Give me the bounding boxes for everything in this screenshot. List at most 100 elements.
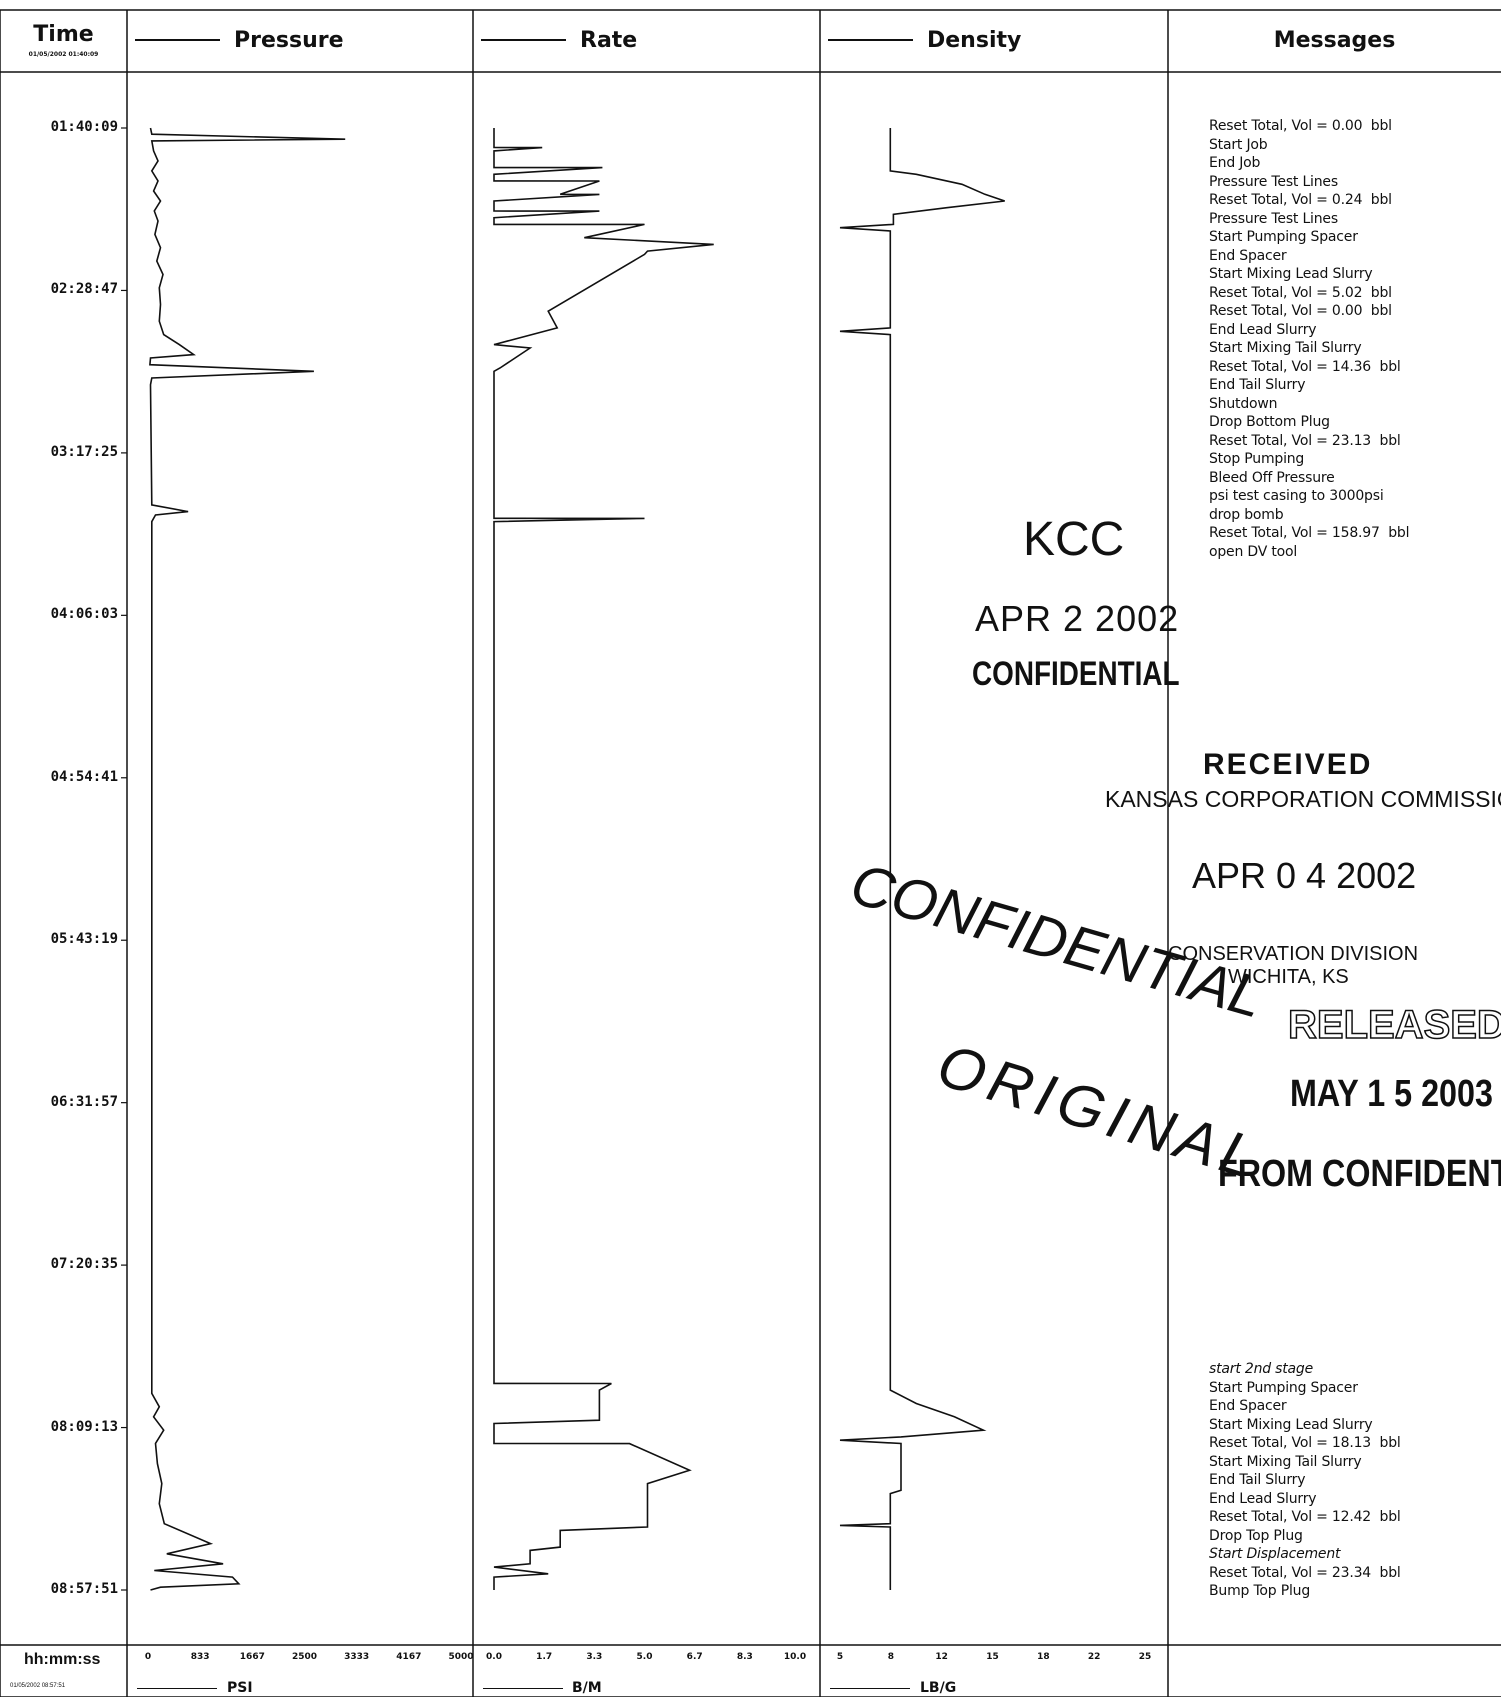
kcc-stamp-confidential: CONFIDENTIAL bbox=[972, 655, 1180, 693]
axis-tick-label: 3333 bbox=[344, 1652, 370, 1662]
time-start-date: 01/05/2002 01:40:09 bbox=[28, 51, 99, 58]
message-line: Pressure Test Lines bbox=[1209, 210, 1338, 227]
message-line: Start Mixing Tail Slurry bbox=[1209, 340, 1362, 356]
density-header: Density bbox=[828, 10, 1021, 70]
received-stamp-commission: KANSAS CORPORATION COMMISSION bbox=[1105, 786, 1501, 812]
time-title: Time bbox=[33, 22, 94, 47]
time-tick-label: 08:57:51 bbox=[50, 1581, 118, 1597]
message-line: Pressure Test Lines bbox=[1209, 173, 1338, 190]
message-line: drop bomb bbox=[1209, 506, 1284, 523]
time-tick-label: 06:31:57 bbox=[50, 1093, 118, 1110]
received-stamp-date: APR 0 4 2002 bbox=[1192, 855, 1417, 896]
rate-legend-line bbox=[481, 39, 566, 41]
time-end-date: 01/05/2002 08:57:51 bbox=[10, 1683, 66, 1689]
time-header: Time 01/05/2002 01:40:09 bbox=[0, 10, 127, 70]
lbg-unit: LB/G bbox=[920, 1680, 957, 1696]
axis-tick-label: 3.3 bbox=[586, 1652, 603, 1662]
messages-header: Messages bbox=[1168, 10, 1501, 70]
axis-tick-label: 0 bbox=[144, 1652, 152, 1662]
axis-tick-label: 833 bbox=[190, 1652, 210, 1662]
message-line: Reset Total, Vol = 5.02 bbl bbox=[1209, 284, 1392, 301]
message-line: Reset Total, Vol = 0.24 bbl bbox=[1209, 192, 1392, 208]
pressure-legend-line bbox=[135, 39, 220, 41]
message-line: Start Pumping Spacer bbox=[1209, 1379, 1358, 1396]
axis-tick-label: 15 bbox=[986, 1652, 999, 1662]
time-tick-label: 04:06:03 bbox=[50, 606, 118, 623]
message-line: Stop Pumping bbox=[1209, 451, 1305, 467]
message-line: Reset Total, Vol = 12.42 bbl bbox=[1209, 1509, 1401, 1525]
message-line: End Spacer bbox=[1209, 247, 1287, 264]
message-line: Start Pumping Spacer bbox=[1209, 229, 1358, 245]
axis-tick-label: 4167 bbox=[396, 1652, 422, 1662]
time-tick-label: 07:20:35 bbox=[50, 1256, 118, 1273]
message-line: Bump Top Plug bbox=[1209, 1583, 1311, 1599]
bm-unit: B/M bbox=[572, 1680, 602, 1696]
message-line: Reset Total, Vol = 14.36 bbl bbox=[1209, 358, 1401, 375]
axis-tick-label: 1667 bbox=[239, 1652, 265, 1662]
released-stamp-title: RELEASED bbox=[1287, 1002, 1501, 1048]
pressure-header: Pressure bbox=[135, 10, 344, 70]
axis-tick-label: 18 bbox=[1037, 1652, 1050, 1662]
psi-legend-line bbox=[137, 1688, 217, 1689]
time-tick-label: 05:43:19 bbox=[50, 931, 118, 948]
kcc-stamp-title: KCC bbox=[1023, 513, 1125, 566]
messages-list-1: Reset Total, Vol = 0.00 bbl Start Job End … bbox=[1209, 117, 1409, 561]
message-line: Bleed Off Pressure bbox=[1209, 469, 1335, 486]
message-line: Reset Total, Vol = 0.00 bbl bbox=[1209, 303, 1392, 319]
rate-trace bbox=[493, 128, 714, 1590]
message-line: start 2nd stage bbox=[1209, 1361, 1314, 1377]
time-tick-label: 04:54:41 bbox=[50, 768, 118, 785]
axis-tick-label: 0.0 bbox=[486, 1652, 502, 1662]
axis-tick-label: 2500 bbox=[291, 1652, 318, 1662]
axis-tick-label: 8.3 bbox=[736, 1652, 753, 1662]
messages-title: Messages bbox=[1273, 27, 1396, 53]
axis-tick-label: 22 bbox=[1087, 1652, 1101, 1662]
time-tick-label: 02:28:47 bbox=[50, 281, 118, 298]
density-trace bbox=[839, 128, 1005, 1590]
bm-legend-line bbox=[483, 1688, 563, 1689]
message-line: Shutdown bbox=[1209, 395, 1278, 412]
message-line: Start Displacement bbox=[1209, 1546, 1341, 1562]
message-line: Reset Total, Vol = 23.34 bbl bbox=[1209, 1564, 1401, 1581]
message-line: Start Mixing Tail Slurry bbox=[1209, 1453, 1362, 1470]
density-legend-line bbox=[828, 39, 913, 41]
received-stamp-location: WICHITA, KS bbox=[1228, 966, 1349, 988]
rate-header: Rate bbox=[481, 10, 637, 70]
message-line: End Job bbox=[1209, 155, 1261, 171]
message-line: Reset Total, Vol = 23.13 bbl bbox=[1209, 432, 1401, 449]
time-tick-label: 01:40:09 bbox=[50, 119, 118, 135]
rate-title: Rate bbox=[580, 27, 638, 53]
axis-tick-label: 5.0 bbox=[636, 1652, 653, 1662]
message-line: Reset Total, Vol = 18.13 bbl bbox=[1209, 1435, 1401, 1451]
pressure-title: Pressure bbox=[234, 27, 344, 53]
message-line: Drop Bottom Plug bbox=[1209, 414, 1330, 430]
message-line: End Lead Slurry bbox=[1209, 1490, 1317, 1507]
message-line: Start Job bbox=[1209, 136, 1268, 153]
time-tick-label: 08:09:13 bbox=[50, 1418, 118, 1435]
message-line: End Tail Slurry bbox=[1209, 377, 1306, 393]
pressure-trace bbox=[149, 127, 346, 1591]
axis-tick-label: 5000 bbox=[448, 1652, 474, 1662]
released-stamp-date: MAY 1 5 2003 bbox=[1290, 1073, 1493, 1115]
axis-tick-label: 5 bbox=[836, 1652, 844, 1662]
message-line: Start Mixing Lead Slurry bbox=[1209, 266, 1373, 282]
message-line: psi test casing to 3000psi bbox=[1209, 488, 1384, 504]
lbg-legend-line bbox=[830, 1688, 910, 1689]
kcc-stamp-date: APR 2 2002 bbox=[975, 598, 1180, 639]
time-tick-label: 03:17:25 bbox=[50, 443, 118, 460]
psi-unit: PSI bbox=[227, 1680, 253, 1696]
message-line: End Spacer bbox=[1209, 1398, 1287, 1414]
axis-tick-label: 10.0 bbox=[783, 1652, 807, 1662]
message-line: Reset Total, Vol = 0.00 bbl bbox=[1209, 118, 1392, 134]
message-line: Reset Total, Vol = 158.97 bbl bbox=[1209, 525, 1410, 541]
messages-list-2: start 2nd stage Start Pumping Spacer End S… bbox=[1209, 1360, 1401, 1601]
axis-tick-label: 25 bbox=[1138, 1652, 1152, 1662]
density-title: Density bbox=[927, 27, 1022, 53]
received-stamp-division: CONSERVATION DIVISION bbox=[1168, 943, 1419, 965]
axis-tick-label: 8 bbox=[887, 1652, 894, 1662]
message-line: open DV tool bbox=[1209, 543, 1298, 560]
axis-tick-label: 12 bbox=[935, 1652, 948, 1662]
axis-tick-label: 6.7 bbox=[686, 1652, 703, 1662]
message-line: Drop Top Plug bbox=[1209, 1527, 1303, 1544]
